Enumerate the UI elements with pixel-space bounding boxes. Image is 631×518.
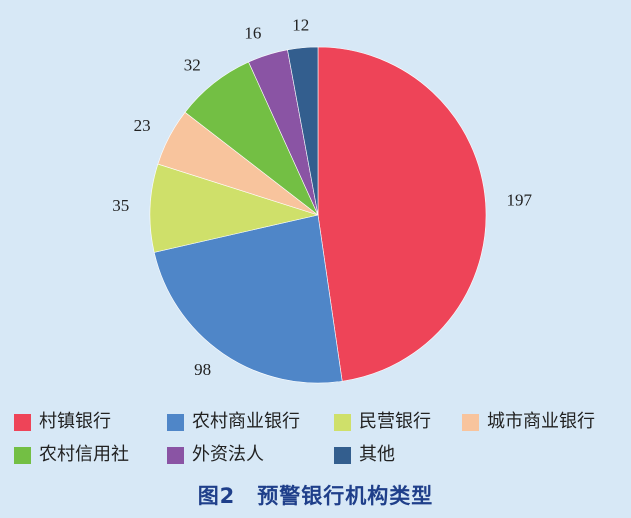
chart-legend: 村镇银行 农村商业银行 民营银行 城市商业银行 农村信用社 外资法人 其他 (14, 410, 624, 472)
figure-caption: 图2 预警银行机构类型 (197, 484, 434, 508)
legend-item-cunzhen-bank: 村镇银行 (14, 410, 111, 434)
legend-item-private-bank: 民营银行 (334, 410, 431, 434)
legend-label: 外资法人 (192, 444, 264, 465)
pie-slice (287, 46, 319, 216)
slice-value-label: 35 (112, 196, 129, 215)
slice-value-label: 197 (507, 190, 533, 209)
slice-value-label: 16 (244, 24, 261, 43)
slice-value-label: 98 (194, 360, 211, 379)
legend-label: 农村信用社 (39, 444, 129, 465)
legend-item-city-commercial-bank: 城市商业银行 (462, 410, 595, 434)
legend-label: 农村商业银行 (192, 411, 300, 432)
legend-swatch (14, 446, 31, 464)
pie-chart-svg: 197 98 35 23 32 16 12 (112, 16, 533, 384)
legend-label: 城市商业银行 (487, 411, 595, 432)
pie-chart: 197 98 35 23 32 16 12 (112, 16, 533, 384)
legend-item-rural-commercial-bank: 农村商业银行 (167, 410, 300, 434)
legend-swatch (334, 446, 351, 464)
legend-label: 民营银行 (359, 411, 431, 432)
legend-swatch (462, 413, 479, 431)
slice-value-label: 12 (292, 16, 309, 35)
slice-value-label: 32 (184, 56, 201, 75)
legend-label: 其他 (359, 444, 395, 465)
pie-slice (149, 163, 320, 253)
legend-swatch (334, 413, 351, 431)
legend-swatch (14, 413, 31, 431)
legend-label: 村镇银行 (39, 411, 111, 432)
legend-item-other: 其他 (334, 443, 395, 467)
legend-item-foreign-legal-entity: 外资法人 (167, 443, 264, 467)
legend-item-rural-credit-cooperative: 农村信用社 (14, 443, 129, 467)
legend-swatch (167, 446, 184, 464)
pie-slice (153, 214, 343, 384)
pie-slice (317, 46, 487, 382)
legend-swatch (167, 413, 184, 431)
slice-value-label: 23 (134, 116, 151, 135)
